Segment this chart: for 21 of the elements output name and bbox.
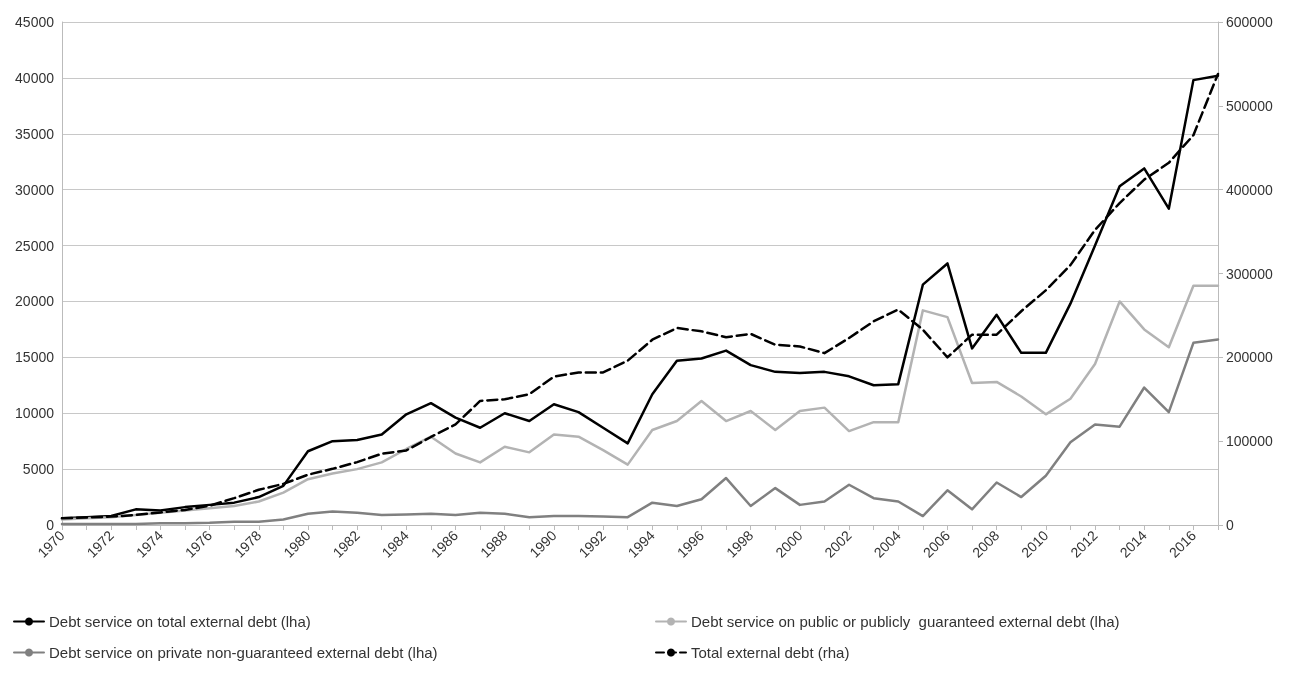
y2-tick-label: 100000 xyxy=(1226,433,1273,450)
y2-tick-label: 0 xyxy=(1226,517,1234,533)
y2-tick-label: 200000 xyxy=(1226,349,1273,366)
y2-tick-label: 600000 xyxy=(1226,14,1273,30)
y-tick-label: 45000 xyxy=(15,14,55,30)
legend-label: Debt service on private non-guaranteed external debt (lha) xyxy=(49,644,438,661)
y-tick-label: 35000 xyxy=(15,125,55,142)
y2-tick-label: 500000 xyxy=(1226,97,1273,114)
y-tick-label: 5000 xyxy=(22,461,55,478)
y-tick-label: 20000 xyxy=(15,293,55,310)
y-tick-label: 40000 xyxy=(15,69,55,86)
y-tick-label: 15000 xyxy=(15,349,55,366)
y-tick-label: 0 xyxy=(46,517,55,533)
y2-tick-label: 300000 xyxy=(1226,265,1273,282)
y-tick-label: 30000 xyxy=(15,181,55,198)
y-tick-label: 10000 xyxy=(15,405,55,422)
y-tick-label: 25000 xyxy=(15,237,55,254)
legend-label: Debt service on public or publicly guaranteed external debt (lha) xyxy=(691,613,1120,630)
legend-label: Debt service on total external debt (lha) xyxy=(49,613,311,630)
legend-label: Total external debt (rha) xyxy=(691,644,850,661)
y2-tick-label: 400000 xyxy=(1226,181,1273,198)
